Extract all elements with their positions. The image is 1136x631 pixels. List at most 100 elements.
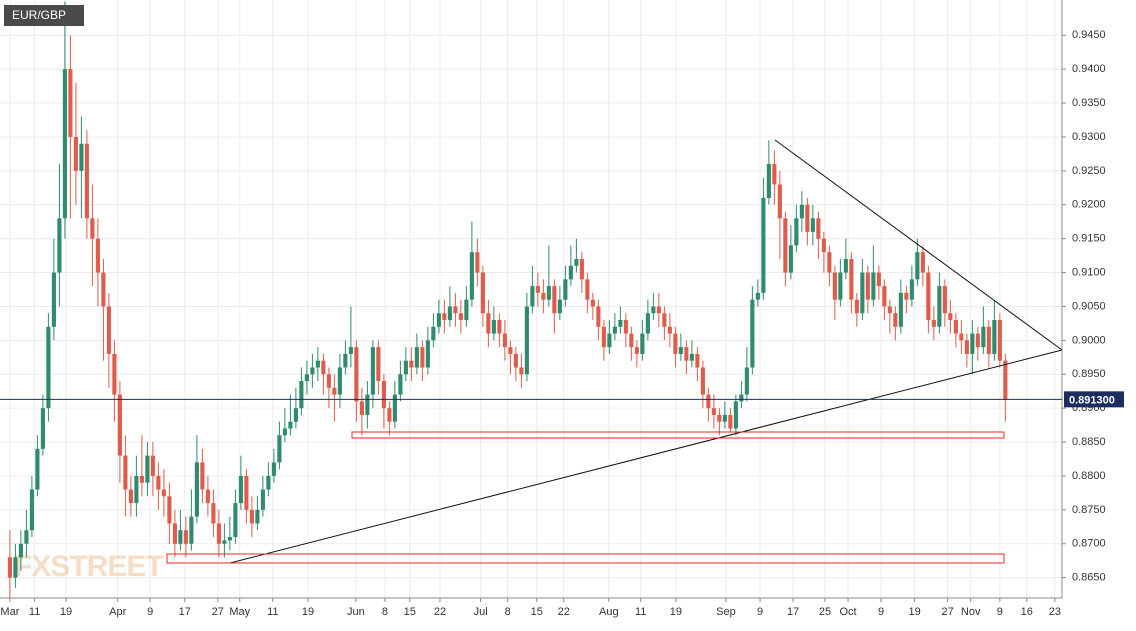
y-tick-label: 0.9050 [1072,300,1106,312]
candle-body [717,414,722,422]
candle-body [942,286,947,314]
candle-body [425,340,430,368]
candle-body [678,347,683,354]
candle-body [733,401,738,429]
x-tick-label: 17 [179,606,191,618]
x-tick-label: 15 [404,606,416,618]
candle-body [689,353,694,361]
candle-body [266,475,271,490]
candle-body [535,286,540,293]
candle-body [794,218,799,246]
candle-body [772,164,777,185]
candle-body [656,306,661,314]
candle-body [755,292,760,300]
candle-body [29,489,34,531]
y-tick-label: 0.8950 [1072,368,1106,380]
candle-body [546,286,551,300]
candle-body [233,503,238,537]
candle-body [618,320,623,327]
y-tick-label: 0.9350 [1072,97,1106,109]
candle-body [645,313,650,334]
x-tick-label: Jun [347,606,365,618]
candle-body [139,475,144,483]
candle-body [447,306,452,321]
candle-body [651,306,656,314]
x-tick-label: Nov [961,606,981,618]
candle-body [35,448,40,490]
candle-body [832,272,837,300]
candle-body [486,313,491,334]
y-tick-label: 0.9450 [1072,29,1106,41]
candle-body [827,252,832,273]
candle-body [255,509,260,524]
candle-body [623,320,628,334]
candle-body [838,272,843,300]
y-tick-label: 0.9300 [1072,131,1106,143]
x-tick-label: May [229,606,250,618]
x-tick-label: Apr [109,606,126,618]
candle-body [601,326,606,348]
y-tick-label: 0.9150 [1072,233,1106,245]
candle-body [640,333,645,354]
candle-body [882,286,887,307]
x-tick-label: 9 [997,606,1003,618]
candle-body [997,320,1002,361]
y-tick-label: 0.9200 [1072,199,1106,211]
candle-body [244,475,249,510]
candle-body [365,394,370,415]
candle-body [343,353,348,368]
candle-body [117,394,122,456]
candle-body [200,462,205,490]
candles [7,1,1008,598]
candle-body [904,292,909,300]
candle-body [810,218,815,232]
candle-body [739,394,744,402]
candle-body [502,333,507,348]
candle-body [959,333,964,341]
candle-body [480,272,485,314]
watermark: FXSTREET [14,550,163,583]
y-tick-label: 0.8850 [1072,436,1106,448]
candle-body [579,258,584,280]
candle-body [348,347,353,354]
candle-body [695,353,700,368]
candle-body [744,367,749,395]
candle-body [95,238,100,273]
candle-body [189,516,194,544]
candle-body [205,489,210,504]
candle-body [667,326,672,334]
candle-body [123,455,128,490]
candle-body [145,455,150,483]
candle-body [574,258,579,266]
x-tick-label: Jul [474,606,488,618]
candle-body [178,530,183,544]
x-tick-label: 19 [302,606,314,618]
candle-body [409,360,414,368]
candle-body [387,408,392,422]
candle-body [970,333,975,354]
candle-body [711,408,716,415]
candle-body [1003,360,1008,400]
candle-body [464,299,469,321]
candle-body [227,536,232,541]
x-tick-label: 9 [147,606,153,618]
y-tick-label: 0.9250 [1072,165,1106,177]
candle-body [722,414,727,422]
candle-body [629,333,634,348]
candle-body [436,313,441,327]
candle-body [216,523,221,544]
x-tick-label: 8 [382,606,388,618]
candle-body [101,272,106,307]
candle-body [167,496,172,524]
candle-body [398,374,403,395]
candle-body [414,347,419,368]
x-tick-label: 9 [878,606,884,618]
candle-body [893,313,898,327]
candle-body [150,455,155,476]
x-tick-label: 22 [434,606,446,618]
x-tick-label: 11 [267,606,278,618]
x-tick-label: 17 [787,606,799,618]
candle-body [750,299,755,368]
candle-body [728,414,733,429]
